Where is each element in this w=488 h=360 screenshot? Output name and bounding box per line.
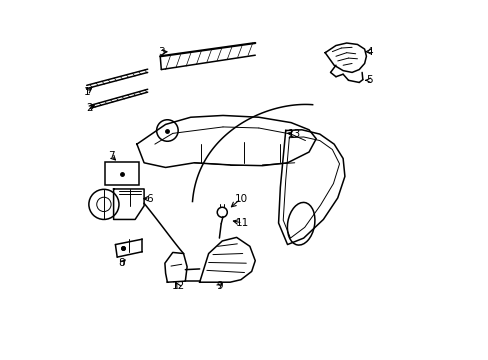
Text: 6: 6 (146, 194, 152, 204)
Text: 11: 11 (236, 218, 249, 228)
Text: 7: 7 (107, 150, 114, 161)
Text: 5: 5 (365, 75, 372, 85)
Text: 4: 4 (365, 46, 372, 57)
Text: 10: 10 (234, 194, 247, 204)
Text: 9: 9 (216, 281, 222, 291)
Text: 3: 3 (158, 47, 164, 57)
Text: 1: 1 (83, 87, 90, 97)
Text: 8: 8 (118, 258, 125, 268)
Text: 13: 13 (287, 129, 300, 139)
Text: 12: 12 (171, 281, 184, 291)
Text: 2: 2 (86, 103, 93, 113)
